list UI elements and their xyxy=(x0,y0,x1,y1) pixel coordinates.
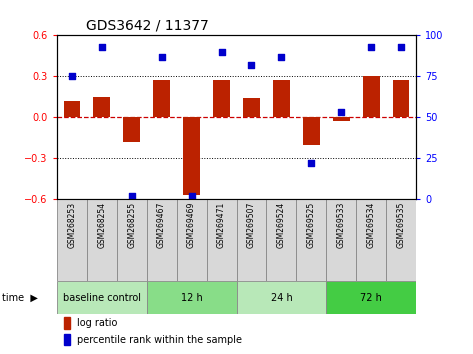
Bar xyxy=(57,199,87,281)
Point xyxy=(188,193,195,199)
Bar xyxy=(123,118,140,142)
Bar xyxy=(64,318,70,329)
Bar xyxy=(303,118,320,145)
Point xyxy=(248,62,255,68)
Bar xyxy=(207,199,236,281)
Bar xyxy=(94,97,110,118)
Text: GSM268255: GSM268255 xyxy=(127,202,136,248)
Bar xyxy=(326,281,416,314)
Text: GSM269525: GSM269525 xyxy=(307,202,316,248)
Text: log ratio: log ratio xyxy=(77,318,117,328)
Bar xyxy=(147,281,236,314)
Bar xyxy=(87,199,117,281)
Point xyxy=(338,110,345,115)
Bar xyxy=(266,199,297,281)
Bar xyxy=(153,80,170,118)
Bar xyxy=(326,199,356,281)
Text: 24 h: 24 h xyxy=(271,293,292,303)
Text: percentile rank within the sample: percentile rank within the sample xyxy=(77,335,242,345)
Point xyxy=(307,160,315,166)
Point xyxy=(128,193,135,199)
Bar xyxy=(147,199,176,281)
Text: GSM269467: GSM269467 xyxy=(157,202,166,248)
Point xyxy=(278,54,285,59)
Text: baseline control: baseline control xyxy=(63,293,140,303)
Point xyxy=(368,44,375,50)
Bar xyxy=(243,98,260,118)
Bar xyxy=(213,80,230,118)
Text: GSM269471: GSM269471 xyxy=(217,202,226,248)
Bar xyxy=(386,199,416,281)
Text: GSM269524: GSM269524 xyxy=(277,202,286,248)
Bar xyxy=(64,334,70,345)
Text: GSM269469: GSM269469 xyxy=(187,202,196,248)
Text: GDS3642 / 11377: GDS3642 / 11377 xyxy=(86,19,208,33)
Bar xyxy=(236,199,266,281)
Bar xyxy=(393,80,410,118)
Bar xyxy=(63,101,80,118)
Point xyxy=(158,54,166,59)
Text: time  ▶: time ▶ xyxy=(2,293,38,303)
Bar xyxy=(363,76,379,118)
Text: GSM269535: GSM269535 xyxy=(397,202,406,248)
Bar xyxy=(297,199,326,281)
Bar xyxy=(117,199,147,281)
Bar xyxy=(236,281,326,314)
Bar xyxy=(333,118,350,121)
Text: GSM269534: GSM269534 xyxy=(367,202,376,248)
Point xyxy=(397,44,405,50)
Point xyxy=(68,74,76,79)
Point xyxy=(218,49,225,55)
Bar xyxy=(176,199,207,281)
Text: 72 h: 72 h xyxy=(360,293,382,303)
Bar xyxy=(356,199,386,281)
Bar xyxy=(273,80,289,118)
Point xyxy=(98,44,105,50)
Text: GSM269533: GSM269533 xyxy=(337,202,346,248)
Text: 12 h: 12 h xyxy=(181,293,202,303)
Text: GSM269507: GSM269507 xyxy=(247,202,256,248)
Text: GSM268253: GSM268253 xyxy=(67,202,76,248)
Text: GSM268254: GSM268254 xyxy=(97,202,106,248)
Bar xyxy=(184,118,200,195)
Bar xyxy=(57,281,147,314)
